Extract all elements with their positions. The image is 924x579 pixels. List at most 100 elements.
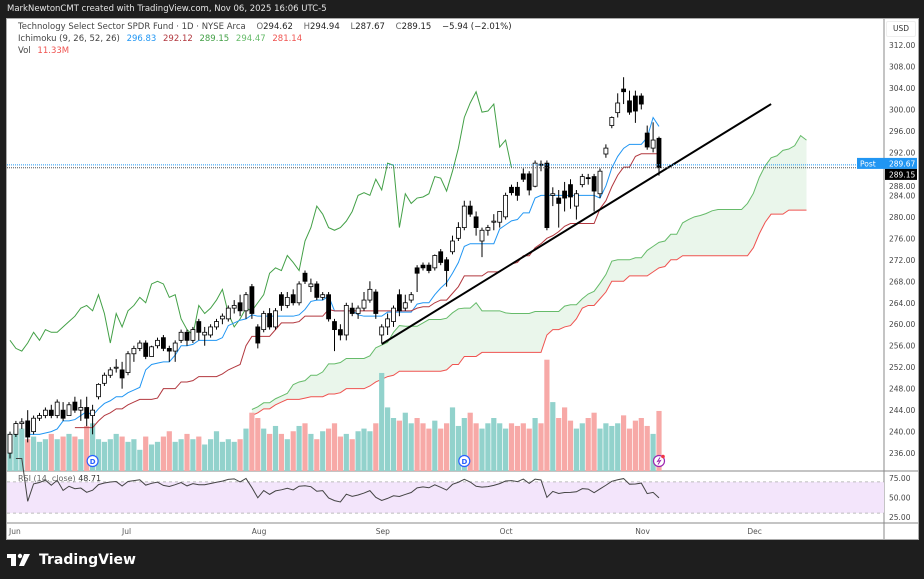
- candle[interactable]: [290, 294, 296, 304]
- candle[interactable]: [615, 102, 621, 114]
- candle[interactable]: [574, 193, 579, 207]
- candle[interactable]: [491, 220, 497, 223]
- candle[interactable]: [550, 193, 556, 196]
- candle[interactable]: [308, 283, 314, 288]
- candle[interactable]: [444, 259, 450, 271]
- candle[interactable]: [526, 173, 532, 191]
- candle[interactable]: [37, 415, 42, 419]
- candle[interactable]: [296, 283, 302, 304]
- candle[interactable]: [237, 302, 243, 312]
- candle[interactable]: [13, 423, 19, 435]
- candle[interactable]: [208, 326, 214, 336]
- candle[interactable]: [520, 173, 526, 180]
- candle[interactable]: [509, 186, 514, 194]
- candle[interactable]: [214, 321, 219, 328]
- candle[interactable]: [60, 409, 66, 419]
- candle[interactable]: [343, 305, 349, 336]
- candle[interactable]: [650, 139, 656, 149]
- candle[interactable]: [72, 401, 78, 411]
- candle[interactable]: [284, 296, 290, 306]
- candle[interactable]: [178, 331, 184, 341]
- candle[interactable]: [320, 294, 326, 298]
- candle[interactable]: [644, 132, 650, 148]
- candle[interactable]: [255, 326, 261, 344]
- candle[interactable]: [408, 294, 414, 301]
- candle[interactable]: [113, 366, 119, 369]
- volume-legend[interactable]: Vol 11.33M: [18, 46, 73, 56]
- candle[interactable]: [31, 417, 37, 433]
- candle[interactable]: [396, 294, 402, 312]
- candle[interactable]: [585, 177, 591, 180]
- ichimoku-legend[interactable]: Ichimoku (9, 26, 52, 26) 296.83 292.12 2…: [18, 34, 306, 44]
- candle[interactable]: [225, 307, 231, 320]
- candle[interactable]: [102, 374, 107, 384]
- candle[interactable]: [267, 313, 273, 328]
- candle[interactable]: [326, 294, 332, 320]
- candle[interactable]: [597, 170, 603, 195]
- candle[interactable]: [455, 227, 461, 239]
- candle[interactable]: [166, 348, 172, 352]
- candle[interactable]: [149, 346, 155, 357]
- candle[interactable]: [402, 302, 408, 309]
- candle[interactable]: [184, 331, 190, 341]
- candle[interactable]: [273, 310, 278, 328]
- candle[interactable]: [450, 240, 455, 253]
- candle[interactable]: [633, 95, 638, 112]
- candle[interactable]: [196, 321, 202, 333]
- candle[interactable]: [78, 407, 84, 411]
- candle[interactable]: [48, 409, 54, 416]
- symbol-title[interactable]: Technology Select Sector SPDR Fund · 1D …: [18, 22, 246, 32]
- candle[interactable]: [379, 326, 385, 336]
- candle[interactable]: [568, 184, 573, 198]
- candle[interactable]: [231, 305, 237, 309]
- candle[interactable]: [131, 348, 137, 355]
- candle[interactable]: [43, 409, 48, 416]
- price-chart[interactable]: 312.00 308.00 304.00 300.00 296.00 292.00 288.…: [7, 19, 918, 539]
- candle[interactable]: [497, 211, 503, 223]
- trendline[interactable]: [381, 103, 772, 345]
- currency-label[interactable]: USD: [886, 21, 916, 37]
- candle[interactable]: [302, 272, 308, 282]
- rsi-legend[interactable]: RSI (14, close) 48.71: [18, 474, 101, 483]
- candle[interactable]: [485, 227, 491, 231]
- candle[interactable]: [579, 176, 585, 186]
- candle[interactable]: [621, 88, 626, 93]
- candle[interactable]: [90, 409, 95, 416]
- candle[interactable]: [7, 433, 13, 454]
- candle[interactable]: [438, 251, 444, 263]
- candle[interactable]: [119, 369, 125, 379]
- candle[interactable]: [155, 339, 160, 347]
- candle[interactable]: [562, 190, 567, 199]
- candle[interactable]: [243, 294, 249, 312]
- candle[interactable]: [337, 329, 343, 336]
- candle[interactable]: [278, 294, 284, 306]
- candle[interactable]: [332, 321, 337, 331]
- candle[interactable]: [556, 197, 562, 204]
- candle[interactable]: [591, 176, 597, 192]
- candle[interactable]: [172, 342, 178, 352]
- candle[interactable]: [532, 162, 538, 187]
- candle[interactable]: [609, 117, 615, 126]
- candle[interactable]: [361, 299, 367, 309]
- candle[interactable]: [367, 288, 373, 301]
- candle[interactable]: [137, 342, 143, 349]
- chart-frame[interactable]: 312.00 308.00 304.00 300.00 296.00 292.00 288.…: [6, 18, 919, 540]
- candle[interactable]: [349, 307, 355, 314]
- candle[interactable]: [190, 329, 196, 341]
- candle[interactable]: [355, 307, 361, 314]
- candle[interactable]: [249, 286, 255, 314]
- candle[interactable]: [143, 342, 149, 357]
- candle[interactable]: [503, 194, 509, 218]
- candle[interactable]: [25, 420, 31, 438]
- candle[interactable]: [656, 137, 662, 169]
- candle[interactable]: [54, 401, 60, 416]
- dividend-marker[interactable]: [86, 454, 99, 468]
- candle[interactable]: [107, 369, 113, 376]
- candle[interactable]: [426, 264, 432, 271]
- candle[interactable]: [66, 404, 72, 416]
- candle[interactable]: [373, 291, 379, 314]
- candle[interactable]: [461, 205, 467, 228]
- candle[interactable]: [160, 337, 166, 349]
- candle[interactable]: [479, 229, 485, 242]
- candle[interactable]: [202, 331, 208, 336]
